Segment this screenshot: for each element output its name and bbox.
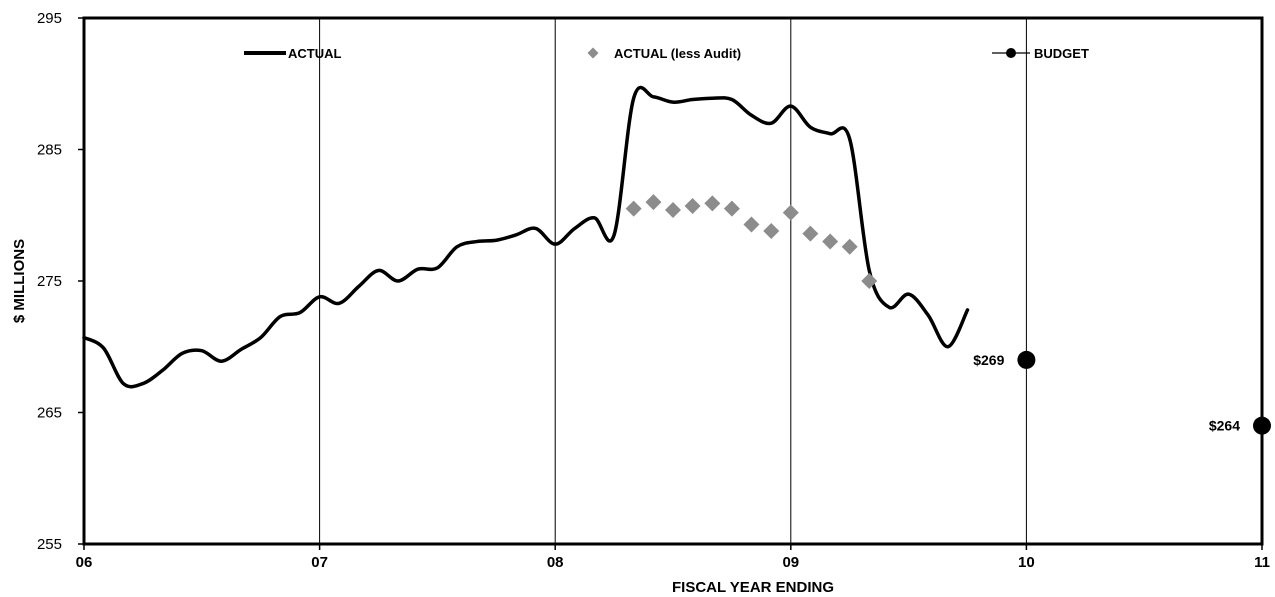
vertical-gridlines [319, 18, 1027, 544]
legend-budget-swatch-marker [1006, 48, 1016, 58]
actual-less-audit-point [684, 198, 701, 215]
y-tick-label: 295 [37, 10, 62, 27]
x-tick-label: 11 [1254, 554, 1270, 571]
x-tick-label: 08 [547, 554, 564, 571]
actual-line [82, 85, 970, 389]
budget-point-label: $269 [973, 352, 1004, 368]
legend: ACTUAL ACTUAL (less Audit) BUDGET [244, 46, 1089, 61]
x-tick-label: 06 [76, 554, 93, 571]
actual-less-audit-point [625, 200, 642, 217]
y-tick-label: 275 [37, 273, 62, 290]
x-tick-label: 07 [311, 554, 328, 571]
y-tick-label: 265 [37, 405, 62, 422]
actual-less-audit-point [645, 194, 662, 211]
legend-actual-less-audit-swatch [587, 47, 599, 59]
legend-actual-label: ACTUAL [288, 46, 341, 61]
x-tick-label: 10 [1018, 554, 1035, 571]
axis-ticks: 255 265 275 285 295 06 07 08 09 10 11 [37, 10, 1270, 571]
actual-less-audit-point [782, 204, 799, 221]
actual-less-audit-point [822, 233, 839, 250]
actual-less-audit-point [841, 238, 858, 255]
actual-less-audit-point [861, 273, 878, 289]
budget-point-label: $264 [1209, 418, 1240, 434]
actual-less-audit-point [743, 216, 760, 233]
legend-actual-less-audit-label: ACTUAL (less Audit) [614, 46, 741, 61]
legend-budget-label: BUDGET [1034, 46, 1089, 61]
actual-less-audit-point [763, 223, 780, 240]
actual-less-audit-point [802, 225, 819, 242]
actual-less-audit-point [665, 201, 681, 218]
budget-point [1017, 350, 1036, 369]
x-axis-label: FISCAL YEAR ENDING [672, 579, 834, 596]
x-tick-label: 09 [782, 554, 799, 571]
y-tick-label: 255 [37, 536, 62, 553]
actual-less-audit-point [704, 195, 721, 212]
y-axis-label: $ MILLIONS [11, 239, 28, 323]
series-layer: $269 $264 [82, 85, 1271, 435]
actual-less-audit-point [723, 200, 740, 217]
y-tick-label: 285 [37, 142, 62, 159]
plot-area-border [82, 16, 1264, 546]
